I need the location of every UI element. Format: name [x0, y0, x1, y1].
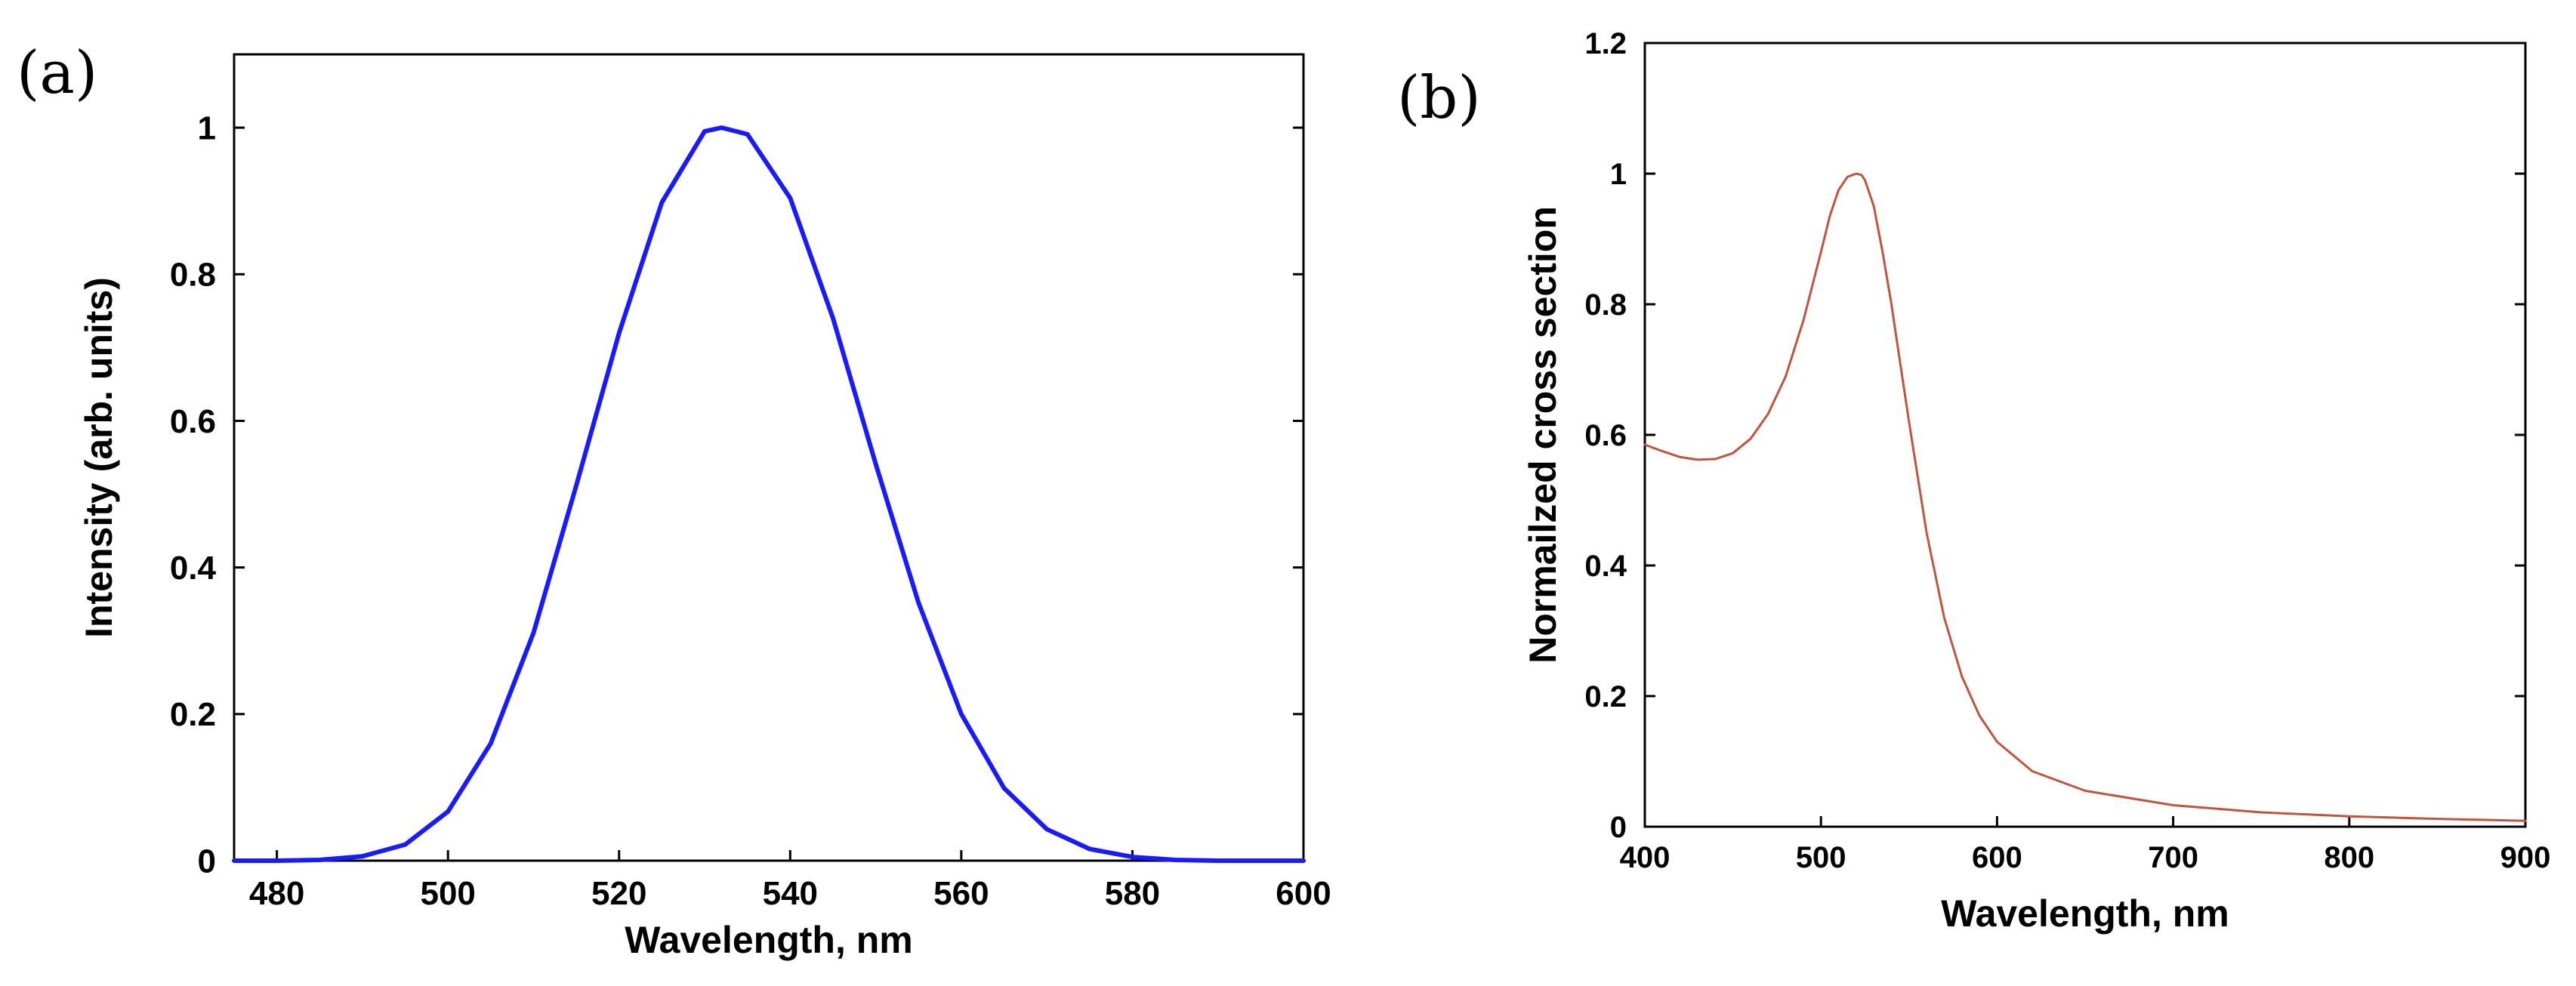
x-tick-label-a-580: 580	[1105, 875, 1160, 912]
series-line-b-0	[1643, 172, 2527, 822]
y-tick-label-a-0: 0	[198, 843, 216, 880]
y-tick-label-b-0.8: 0.8	[1584, 288, 1627, 322]
y-tick-label-a-1: 1	[198, 109, 216, 146]
x-tick-label-b-700: 700	[2148, 841, 2198, 874]
y-axis-label-b: Normailzed cross section	[1522, 206, 1564, 664]
y-tick-label-a-0.6: 0.6	[170, 403, 216, 440]
x-axis-label-a: Wavelength, nm	[625, 919, 913, 961]
plot-frame-b	[1643, 42, 2527, 828]
x-tick-label-a-600: 600	[1276, 875, 1331, 912]
x-tick-label-a-500: 500	[420, 875, 475, 912]
series-line-a-0	[232, 125, 1306, 863]
y-tick-label-a-0.2: 0.2	[170, 696, 216, 733]
plot-frame-a	[233, 53, 1305, 862]
y-tick-label-b-0.6: 0.6	[1584, 419, 1627, 452]
x-tick-label-b-500: 500	[1796, 841, 1846, 874]
y-tick-label-b-0.2: 0.2	[1584, 680, 1627, 713]
x-tick-label-a-520: 520	[591, 875, 646, 912]
panel-label-b: (b)	[1397, 64, 1481, 132]
y-tick-label-b-1: 1	[1610, 158, 1627, 191]
x-tick-label-a-560: 560	[933, 875, 989, 912]
panel-label-a: (a)	[17, 39, 98, 107]
y-tick-label-a-0.4: 0.4	[170, 550, 217, 587]
y-tick-label-a-0.8: 0.8	[170, 257, 216, 294]
y-axis-label-a: Intensity (arb. units)	[78, 277, 120, 638]
x-tick-label-b-400: 400	[1620, 841, 1671, 874]
x-tick-label-a-540: 540	[763, 875, 818, 912]
y-tick-label-b-0.4: 0.4	[1584, 550, 1627, 583]
x-axis-label-b: Wavelength, nm	[1941, 892, 2229, 935]
x-tick-label-a-480: 480	[249, 875, 304, 912]
y-tick-label-b-0: 0	[1610, 811, 1627, 844]
x-tick-label-b-900: 900	[2500, 841, 2551, 874]
x-tick-label-b-600: 600	[1972, 841, 2022, 874]
x-tick-label-b-800: 800	[2324, 841, 2374, 874]
y-tick-label-b-1.2: 1.2	[1584, 27, 1627, 60]
